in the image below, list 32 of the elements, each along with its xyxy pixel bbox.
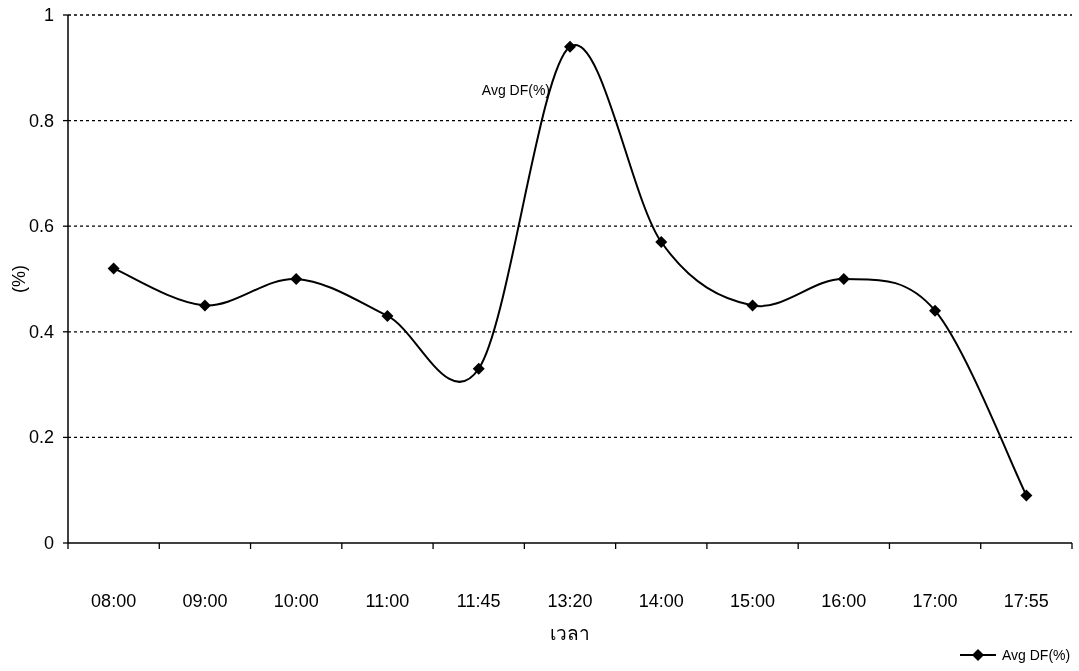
point [381,309,394,322]
y-tick-label: 1 [43,5,54,25]
point [564,40,576,53]
y-tick-label: 0.2 [28,427,54,448]
legend-label: Avg DF(%) [1002,647,1071,663]
x-tick-label: 11:00 [365,591,410,611]
x-axis-title: เวลา [550,623,590,644]
x-tick-label: 14:00 [638,591,684,611]
point [198,299,211,312]
x-tick-label: 08:00 [91,591,137,611]
point [1020,489,1033,502]
point [837,273,850,285]
x-tick-label: 13:20 [547,591,593,611]
x-tick-label: 09:00 [182,591,228,611]
point [290,273,303,285]
point [929,304,942,317]
y-tick-label: 0.4 [28,321,54,342]
point [655,236,668,249]
y-tick-label: 0.6 [28,216,54,237]
point [107,262,120,275]
point [746,299,759,312]
point [472,362,485,375]
x-tick-label: 11:45 [456,591,501,611]
x-tick-label: 17:00 [912,591,958,611]
y-tick-label: 0 [43,533,54,553]
annotation: Avg DF(%) [481,81,550,98]
x-tick-label: 16:00 [821,591,867,611]
y-axis-title: (%) [9,265,29,293]
x-tick-label: 17:55 [1003,591,1049,611]
x-tick-label: 10:00 [273,591,319,611]
x-tick-label: 15:00 [730,591,776,611]
y-tick-label: 0.8 [28,110,54,131]
